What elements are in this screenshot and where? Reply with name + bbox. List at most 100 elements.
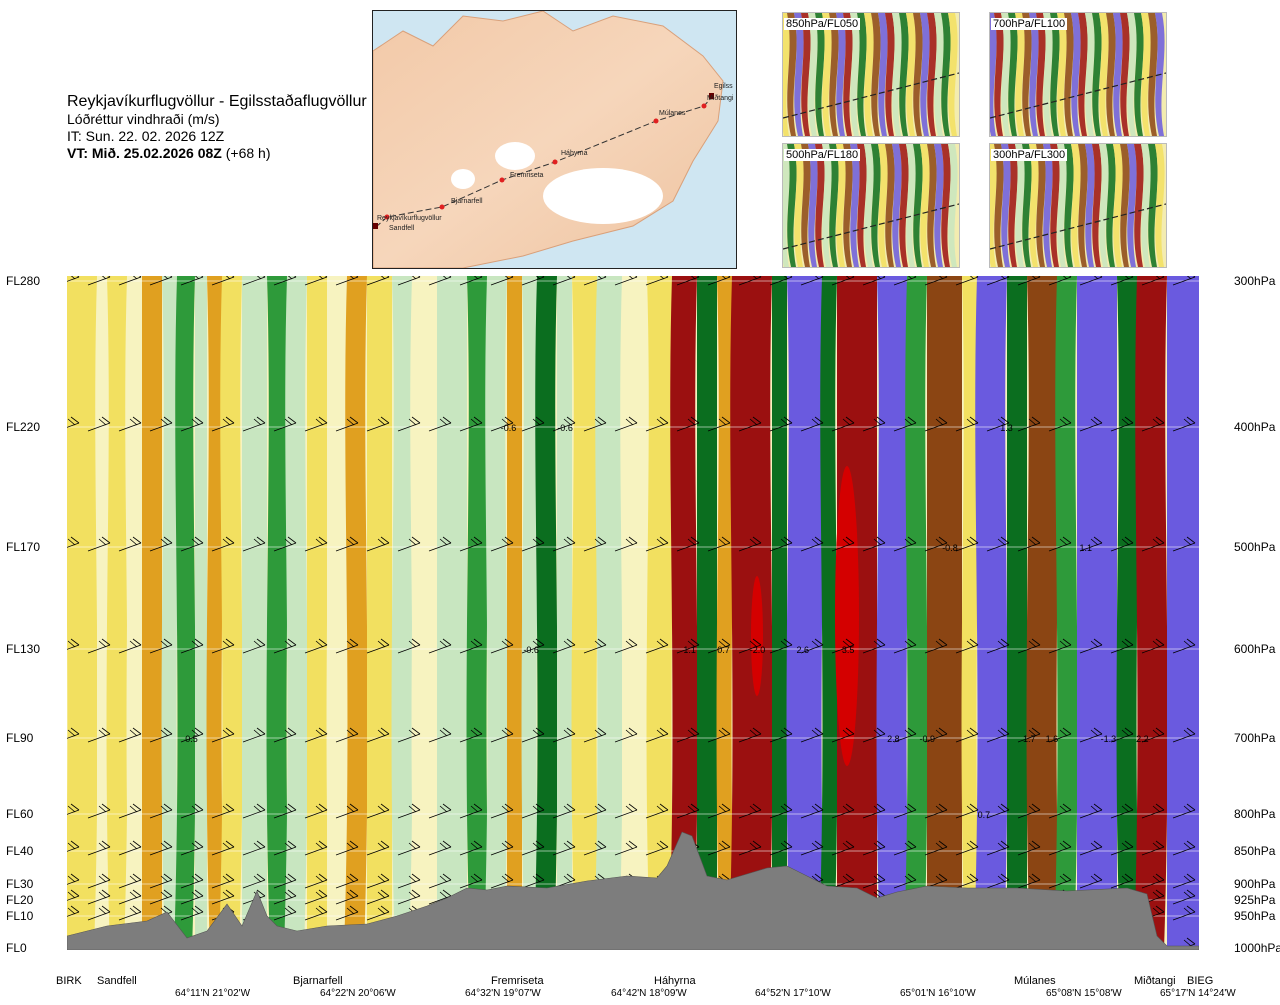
wind-barb [211, 840, 235, 856]
wind-barb [180, 905, 204, 921]
field-stripe [836, 144, 846, 267]
value-label: 1.3 [1000, 423, 1013, 433]
wind-barb [1141, 276, 1165, 286]
field-stripe [913, 144, 923, 267]
wind-barb [955, 638, 979, 654]
wind-barb [924, 803, 948, 819]
wind-barb [67, 536, 80, 548]
wind-barb [149, 276, 173, 286]
wind-barb [118, 416, 142, 432]
wind-barb [1079, 536, 1103, 552]
wind-barb [242, 416, 266, 432]
wind-barb [707, 276, 731, 286]
wind-band [437, 276, 467, 950]
location-label: Bjarnarfell [293, 975, 343, 987]
valid-time-main: VT: Mið. 25.02.2026 08Z [67, 145, 222, 161]
wind-barb [893, 803, 917, 819]
field-stripe [1099, 144, 1109, 267]
field-stripe [850, 144, 860, 267]
wind-barb [1048, 727, 1072, 743]
wind-barb [242, 840, 266, 856]
wind-barb [304, 873, 328, 889]
wind-barb [924, 416, 948, 432]
field-stripe [787, 13, 797, 136]
wind-barb [1172, 727, 1196, 743]
value-label: 0.7 [978, 810, 991, 820]
wind-barb [87, 905, 111, 921]
wind-barb [180, 416, 204, 432]
wind-band [1007, 276, 1027, 950]
wind-barb [490, 416, 514, 432]
wind-barb [1079, 803, 1103, 819]
wind-barb [769, 840, 793, 856]
wind-barb [366, 873, 390, 889]
wind-barb [149, 536, 173, 552]
wind-band [876, 276, 910, 950]
wind-barb [1172, 840, 1196, 856]
wind-barb [149, 873, 173, 889]
wind-barb [242, 873, 266, 889]
wind-barb [1110, 416, 1134, 432]
field-stripe [1015, 144, 1025, 267]
wind-barb [67, 840, 80, 852]
wind-barb [862, 803, 886, 819]
field-stripe [878, 144, 888, 267]
wind-barb [955, 276, 979, 286]
wind-barb [366, 889, 390, 905]
terrain-profile [67, 831, 1199, 950]
wind-barb [211, 276, 235, 286]
field-stripe [808, 144, 818, 267]
wind-barb [831, 840, 855, 856]
wind-band [1167, 276, 1199, 950]
wind-band [195, 276, 207, 950]
field-stripe [1085, 13, 1095, 136]
mini-map-300-field [990, 144, 1166, 267]
wind-barb [1017, 803, 1041, 819]
wind-band [669, 276, 698, 950]
wind-barb [211, 889, 235, 905]
wind-barb [893, 276, 917, 286]
wind-band [819, 276, 838, 950]
hpa-label-900hpa: 900hPa [1234, 877, 1276, 891]
field-stripe [801, 13, 811, 136]
mini-map-500-field [783, 144, 959, 267]
wind-band [646, 276, 675, 950]
wind-barb [118, 536, 142, 552]
hpa-label-850hpa: 850hPa [1234, 844, 1276, 858]
downdraft-core [751, 576, 763, 696]
wind-band [466, 276, 490, 950]
wind-barb [986, 727, 1010, 743]
wind-barb [614, 276, 638, 286]
wind-barb [614, 638, 638, 654]
wind-barb [304, 840, 328, 856]
wind-barb [986, 536, 1010, 552]
wind-barb [335, 889, 359, 905]
field-stripe [871, 13, 881, 136]
mini-map-300-label: 300hPa/FL300 [991, 149, 1068, 161]
wind-barb [149, 416, 173, 432]
wind-barb [304, 638, 328, 654]
wind-barb [707, 536, 731, 552]
wind-barb [428, 416, 452, 432]
wind-barb [428, 873, 452, 889]
wind-barb [583, 638, 607, 654]
hpa-label-1000hpa: 1000hPa [1234, 941, 1280, 955]
wind-barb [211, 803, 235, 819]
wind-barb [304, 727, 328, 743]
wind-barb [862, 727, 886, 743]
wind-barb [521, 536, 545, 552]
field-stripe [899, 13, 909, 136]
wind-band [729, 276, 773, 950]
wind-barb [87, 889, 111, 905]
field-stripe [1120, 144, 1130, 267]
value-label: 2.6 [797, 645, 810, 655]
wind-band [344, 276, 368, 950]
wind-barb [676, 536, 700, 552]
wind-barb [1141, 840, 1165, 856]
chart-header: Reykjavíkurflugvöllur - Egilsstaðaflugvö… [67, 92, 387, 162]
mini-map-850: 850hPa/FL050 [782, 12, 960, 137]
wind-barb [707, 840, 731, 856]
field-stripe [1141, 13, 1151, 136]
wind-barb [397, 803, 421, 819]
field-stripe [920, 144, 930, 267]
